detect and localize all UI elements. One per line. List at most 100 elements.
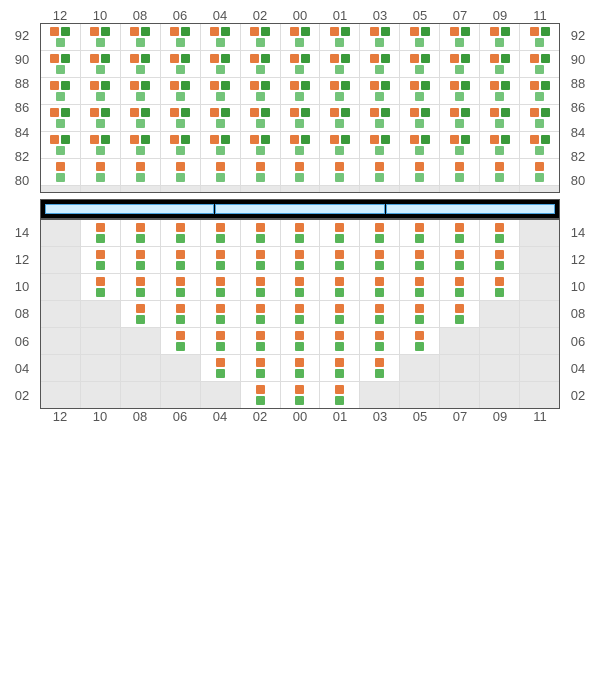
grid-cell[interactable] — [319, 355, 359, 381]
grid-cell[interactable] — [479, 220, 519, 246]
grid-cell[interactable] — [439, 220, 479, 246]
grid-cell[interactable] — [240, 382, 280, 408]
grid-cell[interactable] — [399, 105, 439, 131]
grid-cell[interactable] — [120, 301, 160, 327]
grid-cell[interactable] — [240, 132, 280, 158]
grid-cell[interactable] — [240, 105, 280, 131]
grid-cell[interactable] — [439, 24, 479, 50]
grid-cell[interactable] — [479, 247, 519, 273]
grid-cell[interactable] — [120, 274, 160, 300]
grid-cell[interactable] — [519, 78, 559, 104]
grid-cell[interactable] — [359, 355, 399, 381]
grid-cell[interactable] — [200, 355, 240, 381]
grid-cell[interactable] — [319, 247, 359, 273]
grid-cell[interactable] — [160, 247, 200, 273]
grid-cell[interactable] — [200, 132, 240, 158]
grid-cell[interactable] — [200, 51, 240, 77]
grid-cell[interactable] — [41, 159, 80, 185]
grid-cell[interactable] — [80, 247, 120, 273]
grid-cell[interactable] — [479, 159, 519, 185]
grid-cell[interactable] — [240, 24, 280, 50]
grid-cell[interactable] — [359, 220, 399, 246]
grid-cell[interactable] — [80, 274, 120, 300]
grid-cell[interactable] — [359, 105, 399, 131]
grid-cell[interactable] — [399, 132, 439, 158]
grid-cell[interactable] — [359, 247, 399, 273]
grid-cell[interactable] — [240, 355, 280, 381]
grid-cell[interactable] — [439, 274, 479, 300]
grid-cell[interactable] — [479, 132, 519, 158]
grid-cell[interactable] — [319, 132, 359, 158]
grid-cell[interactable] — [41, 105, 80, 131]
grid-cell[interactable] — [240, 51, 280, 77]
grid-cell[interactable] — [319, 220, 359, 246]
grid-cell[interactable] — [439, 132, 479, 158]
grid-cell[interactable] — [439, 301, 479, 327]
grid-cell[interactable] — [120, 159, 160, 185]
grid-cell[interactable] — [160, 301, 200, 327]
grid-cell[interactable] — [319, 274, 359, 300]
grid-cell[interactable] — [200, 301, 240, 327]
grid-cell[interactable] — [359, 78, 399, 104]
grid-cell[interactable] — [280, 220, 320, 246]
grid-cell[interactable] — [519, 24, 559, 50]
grid-cell[interactable] — [280, 24, 320, 50]
grid-cell[interactable] — [359, 51, 399, 77]
grid-cell[interactable] — [280, 159, 320, 185]
grid-cell[interactable] — [319, 159, 359, 185]
grid-cell[interactable] — [519, 105, 559, 131]
grid-cell[interactable] — [41, 78, 80, 104]
grid-cell[interactable] — [479, 105, 519, 131]
grid-cell[interactable] — [439, 78, 479, 104]
grid-cell[interactable] — [80, 24, 120, 50]
grid-cell[interactable] — [41, 51, 80, 77]
grid-cell[interactable] — [200, 220, 240, 246]
grid-cell[interactable] — [399, 301, 439, 327]
grid-cell[interactable] — [439, 247, 479, 273]
grid-cell[interactable] — [399, 159, 439, 185]
grid-cell[interactable] — [280, 301, 320, 327]
grid-cell[interactable] — [200, 247, 240, 273]
grid-cell[interactable] — [439, 51, 479, 77]
grid-cell[interactable] — [240, 328, 280, 354]
grid-cell[interactable] — [319, 301, 359, 327]
grid-cell[interactable] — [200, 274, 240, 300]
grid-cell[interactable] — [240, 220, 280, 246]
grid-cell[interactable] — [399, 274, 439, 300]
grid-cell[interactable] — [160, 159, 200, 185]
grid-cell[interactable] — [80, 78, 120, 104]
grid-cell[interactable] — [399, 220, 439, 246]
grid-cell[interactable] — [280, 51, 320, 77]
grid-cell[interactable] — [80, 105, 120, 131]
grid-cell[interactable] — [519, 159, 559, 185]
grid-cell[interactable] — [160, 105, 200, 131]
grid-cell[interactable] — [120, 132, 160, 158]
grid-cell[interactable] — [160, 51, 200, 77]
grid-cell[interactable] — [399, 78, 439, 104]
grid-cell[interactable] — [160, 328, 200, 354]
grid-cell[interactable] — [519, 51, 559, 77]
grid-cell[interactable] — [280, 355, 320, 381]
grid-cell[interactable] — [319, 105, 359, 131]
grid-cell[interactable] — [359, 159, 399, 185]
grid-cell[interactable] — [120, 247, 160, 273]
grid-cell[interactable] — [319, 328, 359, 354]
grid-cell[interactable] — [160, 274, 200, 300]
grid-cell[interactable] — [280, 105, 320, 131]
grid-cell[interactable] — [280, 328, 320, 354]
grid-cell[interactable] — [280, 274, 320, 300]
grid-cell[interactable] — [80, 220, 120, 246]
grid-cell[interactable] — [439, 159, 479, 185]
grid-cell[interactable] — [479, 51, 519, 77]
grid-cell[interactable] — [80, 51, 120, 77]
grid-cell[interactable] — [240, 247, 280, 273]
grid-cell[interactable] — [160, 132, 200, 158]
grid-cell[interactable] — [359, 274, 399, 300]
grid-cell[interactable] — [240, 159, 280, 185]
grid-cell[interactable] — [399, 24, 439, 50]
grid-cell[interactable] — [200, 105, 240, 131]
grid-cell[interactable] — [359, 24, 399, 50]
grid-cell[interactable] — [399, 247, 439, 273]
grid-cell[interactable] — [160, 24, 200, 50]
grid-cell[interactable] — [160, 220, 200, 246]
